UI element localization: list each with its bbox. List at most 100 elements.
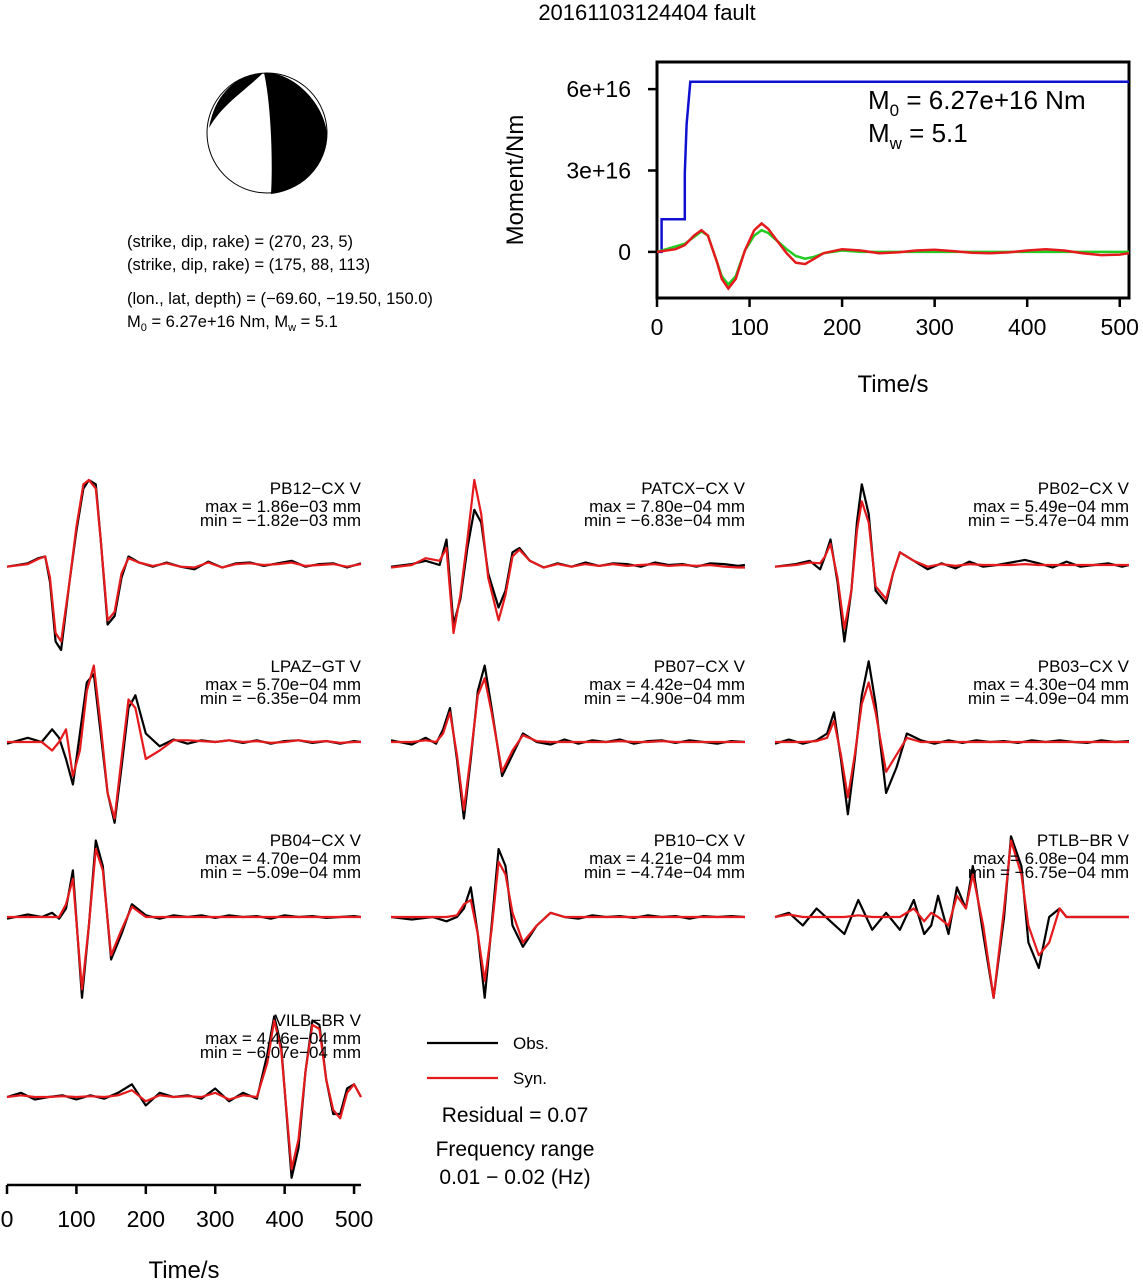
moment-series-green bbox=[656, 228, 1129, 287]
station-label: PB02−CX V bbox=[1038, 479, 1130, 498]
station-label: VILB−BR V bbox=[275, 1011, 362, 1030]
min-label: min = −5.09e−04 mm bbox=[200, 863, 361, 882]
moment-mw-annotation: Mw = 5.1 bbox=[868, 118, 968, 153]
mw-sub: w bbox=[287, 322, 296, 334]
beachball-compressional-north bbox=[209, 73, 263, 128]
synthetic-trace bbox=[391, 860, 745, 982]
legend-syn-label: Syn. bbox=[513, 1069, 547, 1088]
moment-xlabel: Time/s bbox=[857, 371, 928, 398]
min-label: min = −4.90e−04 mm bbox=[584, 689, 745, 708]
moment-x-axis: 0 100 200 300 400 500 bbox=[651, 298, 1139, 340]
station-label: PB04−CX V bbox=[270, 831, 362, 850]
station-label: PB03−CX V bbox=[1038, 657, 1130, 676]
legend-obs-label: Obs. bbox=[513, 1034, 549, 1053]
beachball bbox=[206, 72, 328, 194]
max-label: max = 5.70e−04 mm bbox=[205, 675, 361, 694]
max-label: max = 4.46e−04 mm bbox=[205, 1029, 361, 1048]
synthetic-trace bbox=[775, 681, 1129, 799]
residual-text: Residual = 0.07 bbox=[442, 1104, 589, 1127]
mw-rest: = 5.1 bbox=[296, 313, 338, 331]
synthetic-trace bbox=[6, 1019, 362, 1171]
max-label: max = 4.42e−04 mm bbox=[589, 675, 745, 694]
figure-title: 20161103124404 fault bbox=[538, 0, 755, 25]
moment-m0-annotation: M0 = 6.27e+16 Nm bbox=[868, 85, 1086, 120]
synthetic-trace bbox=[7, 847, 361, 991]
max-label: max = 7.80e−04 mm bbox=[589, 497, 745, 516]
min-label: min = −4.74e−04 mm bbox=[584, 863, 745, 882]
max-label: max = 5.49e−04 mm bbox=[973, 497, 1129, 516]
station-label: LPAZ−GT V bbox=[270, 657, 361, 676]
moment-plot-frame bbox=[655, 60, 1131, 300]
mw-annotation-value: = 5.1 bbox=[902, 118, 968, 148]
max-label: max = 1.86e−03 mm bbox=[205, 497, 361, 516]
moment-xtick-label: 0 bbox=[651, 314, 664, 340]
moment-xtick-label: 200 bbox=[823, 314, 861, 340]
min-label: min = −1.82e−03 mm bbox=[200, 511, 361, 530]
synthetic-trace bbox=[390, 478, 745, 635]
moment-series-red bbox=[656, 221, 1130, 291]
moment-ytick-label: 6e+16 bbox=[566, 76, 631, 102]
moment-xtick-label: 100 bbox=[730, 314, 768, 340]
moment-xtick-label: 500 bbox=[1101, 314, 1139, 340]
min-label: min = −6.75e−04 mm bbox=[968, 863, 1129, 882]
station-label: PB12−CX V bbox=[270, 479, 362, 498]
moment-series-blue bbox=[657, 80, 1129, 254]
moment-ytick-label: 3e+16 bbox=[566, 158, 631, 184]
station-label: PB07−CX V bbox=[654, 657, 746, 676]
synthetic-trace bbox=[7, 664, 361, 820]
mw-annotation-sub: w bbox=[889, 134, 903, 153]
synthetic-trace bbox=[774, 500, 1129, 630]
time-axis-tick-label: 300 bbox=[196, 1206, 234, 1232]
station-label: PB10−CX V bbox=[654, 831, 746, 850]
min-label: min = −5.47e−04 mm bbox=[968, 511, 1129, 530]
synthetic-trace bbox=[6, 478, 362, 643]
beachball-compressional-east bbox=[264, 72, 327, 194]
moment-text: M0 = 6.27e+16 Nm, Mw = 5.1 bbox=[127, 313, 338, 334]
max-label: max = 4.21e−04 mm bbox=[589, 849, 745, 868]
moment-series-group bbox=[656, 80, 1130, 291]
observed-trace bbox=[774, 660, 1130, 816]
time-axis-tick-label: 400 bbox=[265, 1206, 303, 1232]
frequency-range: 0.01 − 0.02 (Hz) bbox=[439, 1166, 590, 1189]
time-axis-tick-label: 200 bbox=[127, 1206, 165, 1232]
m0-annotation-sub: 0 bbox=[890, 101, 899, 120]
m0-annotation-value: = 6.27e+16 Nm bbox=[899, 85, 1085, 115]
time-axis-tick-label: 0 bbox=[1, 1206, 14, 1232]
moment-xtick-label: 400 bbox=[1008, 314, 1046, 340]
frequency-title: Frequency range bbox=[436, 1138, 595, 1161]
plane2-text: (strike, dip, rake) = (175, 88, 113) bbox=[127, 256, 370, 274]
max-label: max = 6.08e−04 mm bbox=[973, 849, 1129, 868]
location-text: (lon., lat, depth) = (−69.60, −19.50, 15… bbox=[127, 290, 433, 308]
min-label: min = −4.09e−04 mm bbox=[968, 689, 1129, 708]
min-label: min = −6.35e−04 mm bbox=[200, 689, 361, 708]
waveform-time-axis: 0 100 200 300 400 500 bbox=[1, 1183, 373, 1232]
moment-xtick-label: 300 bbox=[915, 314, 953, 340]
station-label: PTLB−BR V bbox=[1037, 831, 1130, 850]
moment-y-axis: 0 3e+16 6e+16 bbox=[566, 76, 657, 265]
max-label: max = 4.30e−04 mm bbox=[973, 675, 1129, 694]
mechanism-info: (strike, dip, rake) = (270, 23, 5) (stri… bbox=[127, 233, 433, 334]
synthetic-trace bbox=[774, 839, 1129, 999]
waveform-xlabel: Time/s bbox=[148, 1257, 219, 1281]
max-label: max = 4.70e−04 mm bbox=[205, 849, 361, 868]
moment-ylabel: Moment/Nm bbox=[502, 115, 529, 246]
moment-sub: 0 bbox=[141, 322, 147, 334]
moment-ytick-label: 0 bbox=[618, 239, 631, 265]
min-label: min = −6.83e−04 mm bbox=[584, 511, 745, 530]
moment-rest: = 6.27e+16 Nm, M bbox=[147, 313, 288, 331]
time-axis-tick-label: 500 bbox=[335, 1206, 373, 1232]
station-label: PATCX−CX V bbox=[641, 479, 745, 498]
moment-panel: 0 100 200 300 400 500 0 3e+16 6e+16 Moment/Nm T… bbox=[502, 60, 1139, 398]
